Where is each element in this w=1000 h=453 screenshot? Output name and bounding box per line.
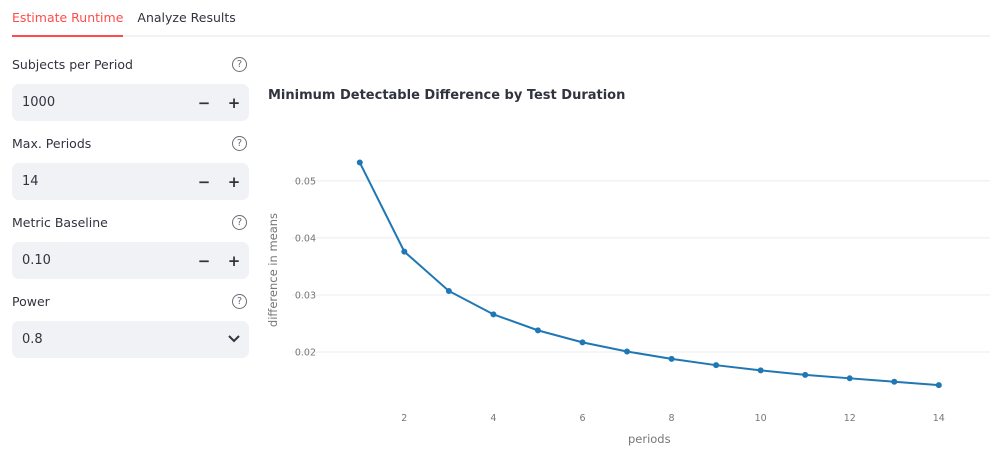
help-icon[interactable]: ? [232, 56, 247, 72]
help-icon[interactable]: ? [232, 135, 247, 151]
data-point [802, 371, 809, 378]
decrement-button[interactable]: − [197, 172, 211, 191]
data-point [579, 339, 586, 346]
decrement-button[interactable]: − [197, 251, 211, 270]
y-tick-label: 0.02 [295, 348, 316, 359]
data-point [445, 287, 452, 294]
y-tick-label: 0.03 [295, 290, 316, 301]
subjects-per-period-input[interactable]: 1000 [22, 95, 56, 110]
power-select[interactable]: 0.8 [12, 321, 249, 358]
power-field: Power? 0.8 [12, 291, 249, 358]
x-tick-label: 4 [490, 413, 496, 424]
field-label: Max. Periods [12, 135, 92, 151]
data-point [935, 382, 942, 389]
decrement-button[interactable]: − [197, 93, 211, 112]
x-axis-label: periods [628, 432, 671, 446]
chevron-down-icon [219, 332, 249, 347]
x-tick-label: 12 [844, 413, 856, 424]
data-point [891, 378, 898, 385]
metric-baseline-input[interactable]: 0.10 [22, 253, 51, 268]
help-icon[interactable]: ? [232, 293, 247, 309]
y-tick-label: 0.05 [295, 176, 316, 187]
subjects-per-period-field: Subjects per Period? 1000 − + [12, 54, 249, 121]
tab-bar: Estimate Runtime Analyze Results [12, 0, 990, 37]
data-point [534, 327, 541, 334]
field-label: Power [12, 293, 50, 309]
data-point [401, 248, 408, 255]
increment-button[interactable]: + [227, 172, 241, 191]
data-point [757, 367, 764, 374]
data-point [624, 348, 631, 355]
increment-button[interactable]: + [227, 251, 241, 270]
tab-analyze-results[interactable]: Analyze Results [137, 10, 236, 25]
data-point [668, 355, 675, 362]
field-label: Metric Baseline [12, 214, 108, 230]
x-tick-label: 8 [669, 413, 675, 424]
field-label: Subjects per Period [12, 56, 133, 72]
data-point [846, 375, 853, 382]
help-icon[interactable]: ? [232, 214, 247, 230]
increment-button[interactable]: + [227, 93, 241, 112]
chart-title: Minimum Detectable Difference by Test Du… [268, 88, 626, 103]
x-tick-label: 10 [755, 413, 767, 424]
x-tick-label: 2 [401, 413, 407, 424]
y-tick-label: 0.04 [295, 233, 316, 244]
x-tick-label: 6 [579, 413, 585, 424]
max-periods-input[interactable]: 14 [22, 174, 39, 189]
y-axis-label: difference in means [266, 213, 280, 327]
power-value: 0.8 [22, 332, 43, 347]
data-point [356, 159, 363, 166]
data-point [713, 362, 720, 369]
data-point [490, 311, 497, 318]
x-tick-label: 14 [933, 413, 945, 424]
max-periods-field: Max. Periods? 14 − + [12, 133, 249, 200]
tab-estimate-runtime[interactable]: Estimate Runtime [12, 0, 124, 37]
series-line [358, 162, 939, 387]
metric-baseline-field: Metric Baseline? 0.10 − + [12, 212, 249, 279]
